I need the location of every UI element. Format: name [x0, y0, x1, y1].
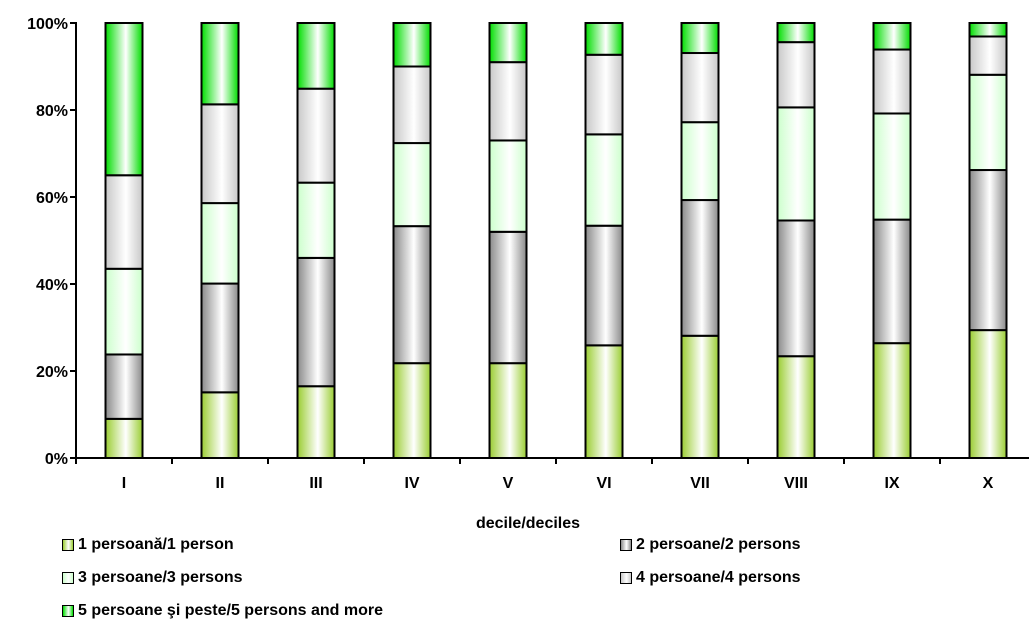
bar-segment-II-series-1 — [200, 391, 240, 459]
bar-segment-III-series-4 — [296, 87, 336, 184]
bar-segment-III-series-3 — [296, 181, 336, 259]
bar-segment-X-series-1 — [968, 329, 1008, 459]
x-tick-label: VI — [596, 475, 611, 492]
bar-segment-X-series-2 — [968, 169, 1008, 332]
bar-segment-VIII-series-3 — [776, 106, 816, 222]
ticks-layer: 0%20%40%60%80%100%I II III IV V VI VII VIII IX X — [27, 16, 994, 492]
bar-segment-X-series-5 — [968, 22, 1008, 38]
bar-segment-III-series-5 — [296, 22, 336, 90]
x-tick-label: I — [122, 475, 126, 492]
bar-segment-IV-series-3 — [392, 142, 432, 228]
bar-segment-III-series-2 — [296, 256, 336, 388]
bar-segment-V-series-3 — [488, 139, 528, 233]
bar-segment-IX-series-1 — [872, 342, 912, 459]
x-tick-label: V — [503, 475, 514, 492]
bar-segment-V-series-2 — [488, 230, 528, 365]
bar-segment-V-series-1 — [488, 362, 528, 460]
bar-segment-VII-series-5 — [680, 22, 720, 55]
legend-label: 1 persoană/1 person — [78, 536, 234, 553]
legend-item: 4 persoane/4 persons — [620, 569, 801, 587]
bar-segment-I-series-5 — [104, 22, 144, 177]
x-tick-label: IV — [404, 475, 419, 492]
bar-segment-VII-series-3 — [680, 121, 720, 202]
bar-segment-VII-series-2 — [680, 199, 720, 337]
legend-item: 3 persoane/3 persons — [62, 569, 243, 587]
x-tick-label: III — [309, 475, 322, 492]
bar-segment-VIII-series-5 — [776, 22, 816, 44]
legend-swatch — [62, 539, 74, 551]
bar-segment-III-series-1 — [296, 385, 336, 460]
bar-segment-IX-series-2 — [872, 218, 912, 345]
y-tick-label: 40% — [36, 277, 68, 294]
bar-segment-IV-series-4 — [392, 65, 432, 145]
bar-segment-VI-series-2 — [584, 224, 624, 347]
y-tick-label: 100% — [27, 16, 68, 33]
legend-swatch — [62, 605, 74, 617]
bar-segment-VI-series-5 — [584, 22, 624, 56]
bar-segment-IV-series-2 — [392, 225, 432, 365]
bar-segment-V-series-4 — [488, 61, 528, 142]
bar-segment-IV-series-1 — [392, 362, 432, 460]
y-tick-label: 20% — [36, 364, 68, 381]
x-axis-title: decile/deciles — [476, 515, 580, 532]
bar-segment-VI-series-1 — [584, 344, 624, 459]
bars-layer — [104, 22, 1008, 460]
bar-segment-I-series-3 — [104, 267, 144, 356]
x-tick-label: II — [216, 475, 225, 492]
bar-segment-IV-series-5 — [392, 22, 432, 68]
bar-segment-I-series-4 — [104, 174, 144, 270]
legend-swatch — [620, 539, 632, 551]
bar-segment-VIII-series-4 — [776, 41, 816, 109]
x-tick-label: X — [983, 475, 994, 492]
bar-segment-VI-series-4 — [584, 53, 624, 136]
bar-segment-II-series-3 — [200, 202, 240, 285]
bar-segment-IX-series-4 — [872, 48, 912, 115]
bar-segment-II-series-4 — [200, 103, 240, 205]
legend-label: 2 persoane/2 persons — [636, 536, 801, 553]
legend-swatch — [620, 572, 632, 584]
x-tick-label: VIII — [784, 475, 808, 492]
bar-segment-I-series-1 — [104, 417, 144, 460]
legend-label: 4 persoane/4 persons — [636, 569, 801, 586]
x-tick-label: IX — [884, 475, 899, 492]
legend-item: 5 persoane şi peste/5 persons and more — [62, 602, 383, 620]
y-tick-label: 80% — [36, 103, 68, 120]
bar-segment-IX-series-5 — [872, 22, 912, 51]
legend-item: 1 persoană/1 person — [62, 536, 234, 554]
legend-item: 2 persoane/2 persons — [620, 536, 801, 554]
y-tick-label: 0% — [45, 451, 68, 468]
legend-swatch — [62, 572, 74, 584]
legend-label: 3 persoane/3 persons — [78, 569, 243, 586]
bar-segment-VIII-series-1 — [776, 355, 816, 459]
bar-segment-II-series-5 — [200, 22, 240, 106]
bar-segment-V-series-5 — [488, 22, 528, 64]
bar-segment-VII-series-4 — [680, 52, 720, 124]
bar-segment-X-series-3 — [968, 73, 1008, 172]
bar-segment-II-series-2 — [200, 282, 240, 394]
bar-segment-IX-series-3 — [872, 112, 912, 221]
bar-segment-VII-series-1 — [680, 334, 720, 460]
bar-segment-VI-series-3 — [584, 133, 624, 227]
bar-segment-VIII-series-2 — [776, 219, 816, 358]
x-tick-label: VII — [690, 475, 710, 492]
bar-segment-I-series-2 — [104, 353, 144, 420]
y-tick-label: 60% — [36, 190, 68, 207]
bar-segment-X-series-4 — [968, 35, 1008, 76]
legend-label: 5 persoane şi peste/5 persons and more — [78, 602, 384, 619]
